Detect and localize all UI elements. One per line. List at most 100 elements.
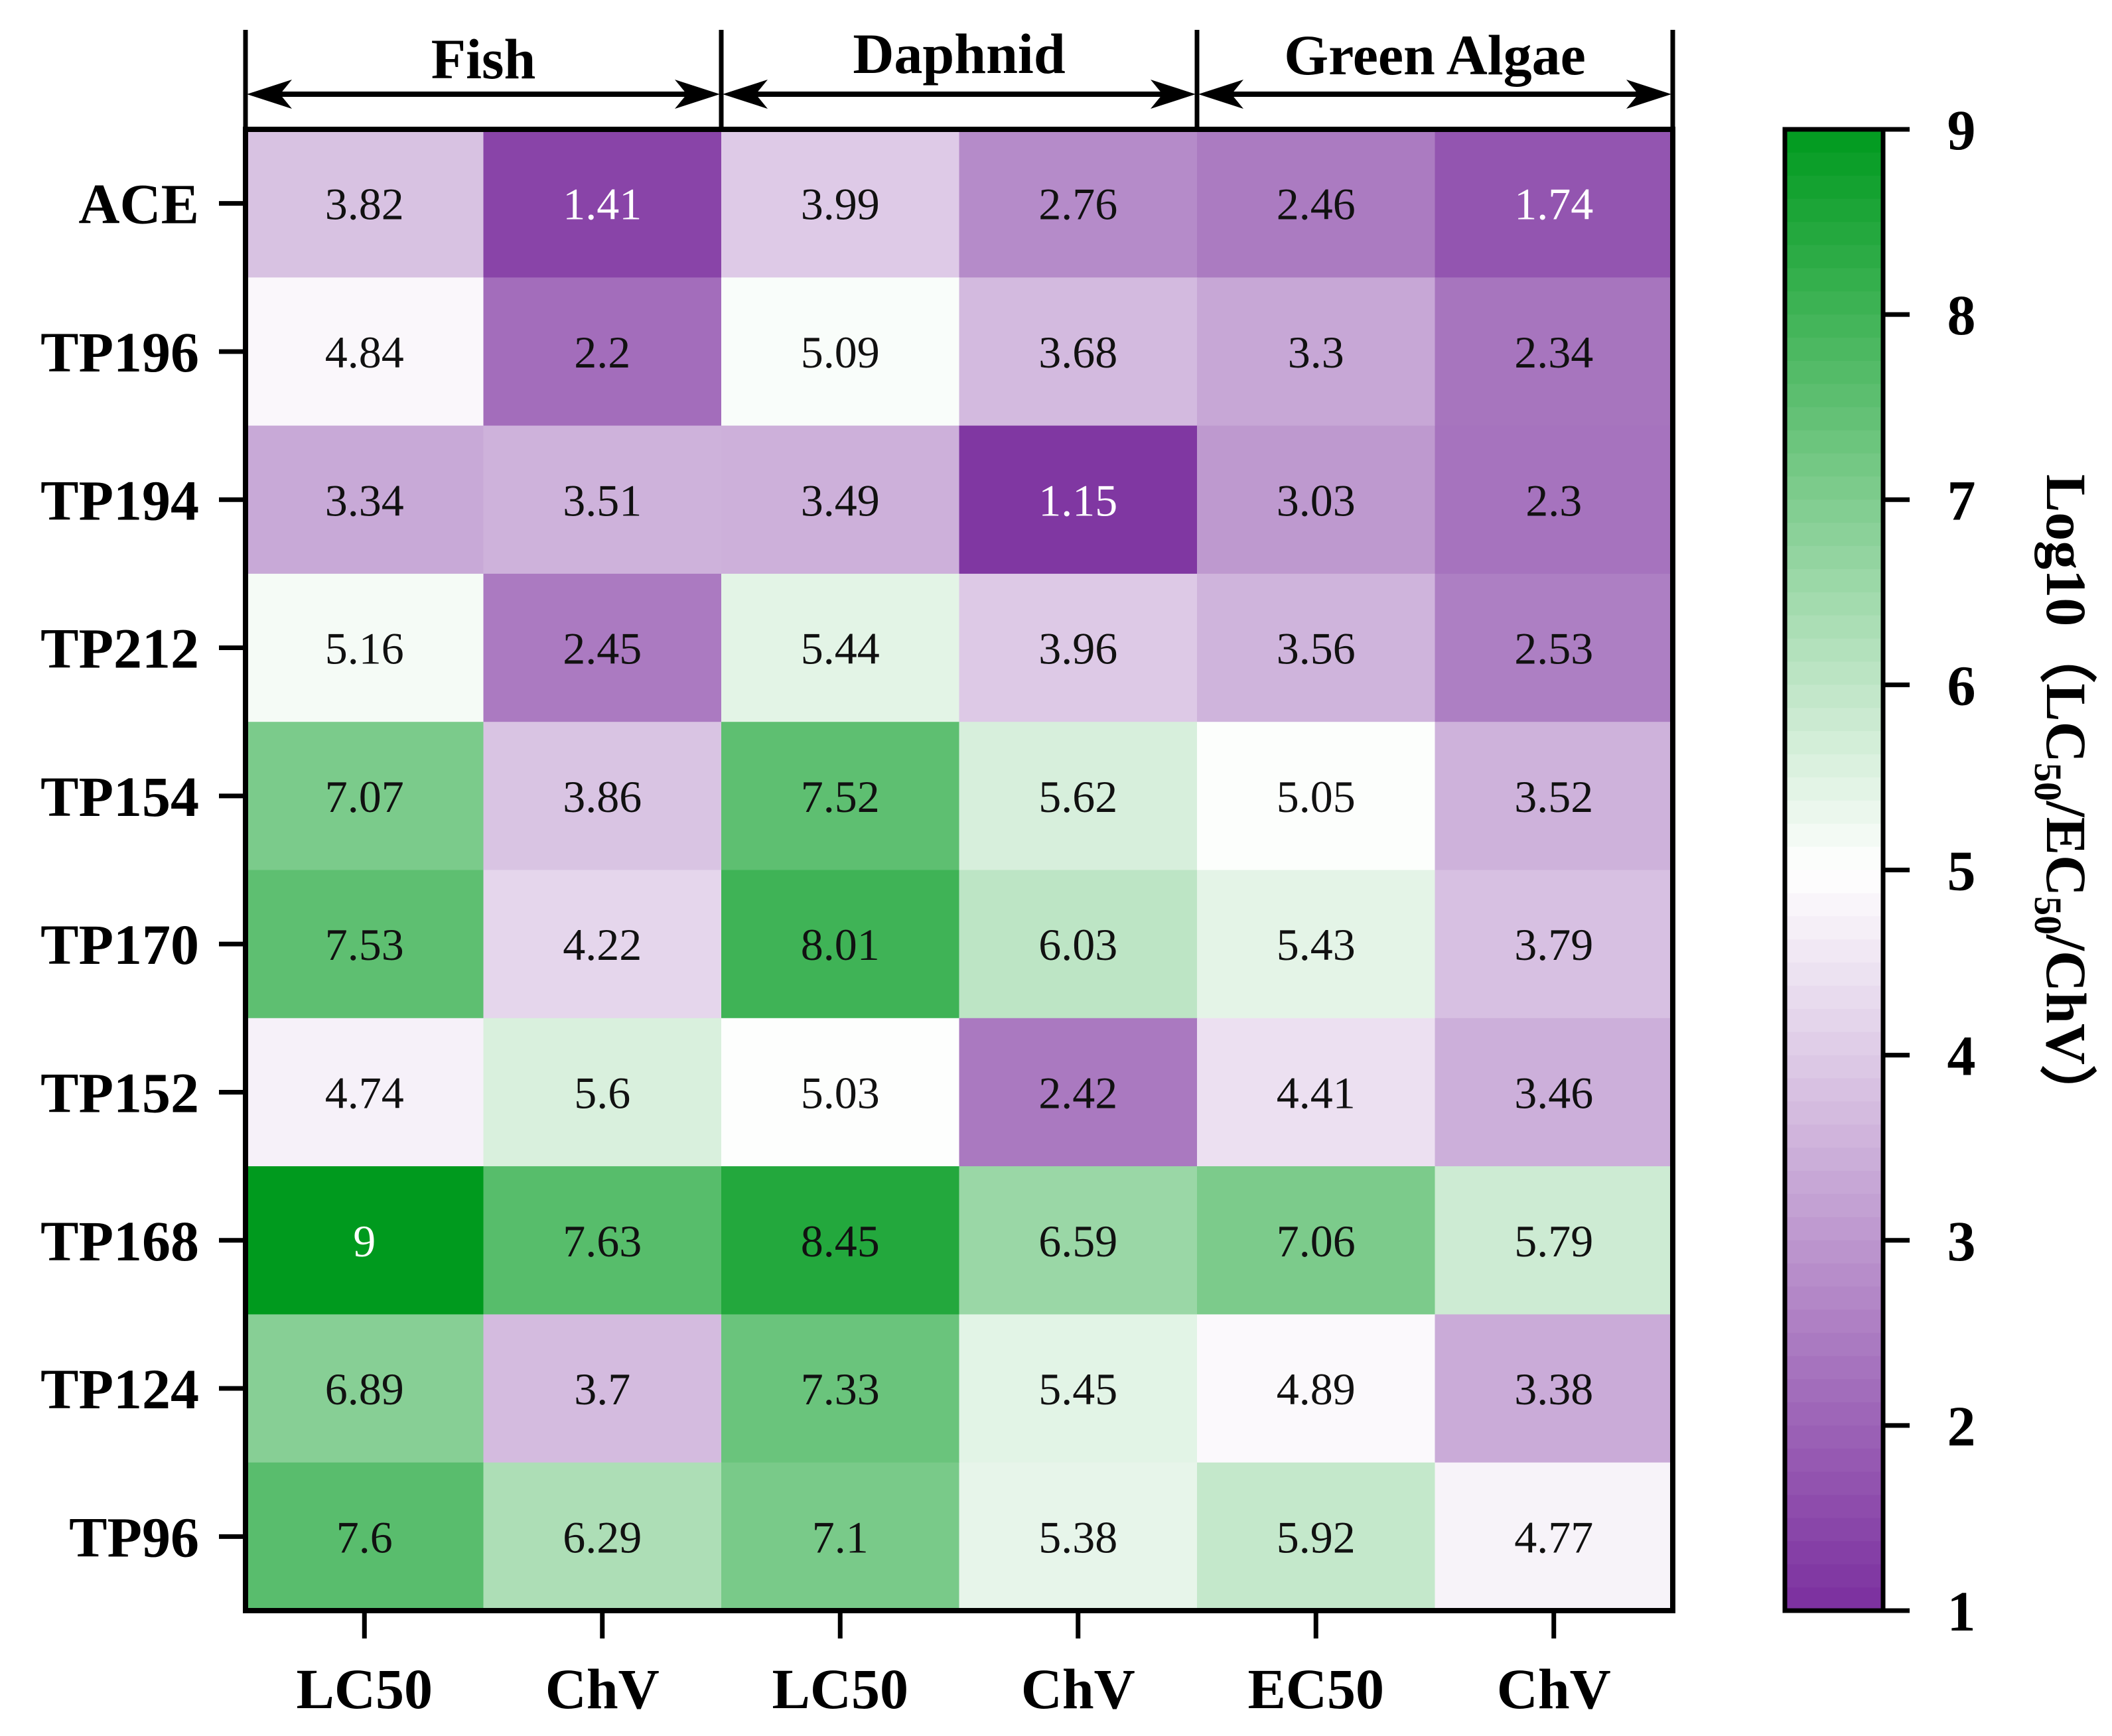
column-axis: LC50 ChV LC50 ChV EC50 ChV	[297, 1611, 1611, 1721]
cell-value-label: 7.63	[563, 1216, 642, 1266]
colorbar-swatch	[1785, 985, 1883, 1010]
heatmap-cell-tp170-6	[1435, 870, 1673, 1019]
cell-value-label: 2.76	[1038, 179, 1117, 230]
heatmap-cell-ace-2	[483, 129, 722, 278]
heatmap-cell-tp194-4	[959, 425, 1198, 574]
colorbar-swatch	[1785, 568, 1883, 593]
colorbar-swatch	[1785, 916, 1883, 940]
group-arrow-head-left	[1198, 80, 1243, 109]
cell-value-label: 5.16	[325, 624, 404, 674]
group-arrow-head-right	[1626, 80, 1671, 109]
heatmap-cell-tp152-3	[721, 1018, 960, 1167]
heatmap-cell-tp124-1	[246, 1314, 484, 1463]
group-arrow-head-right	[1151, 80, 1196, 109]
heatmap-cell-tp96-4	[959, 1462, 1198, 1611]
heatmap-cell-tp154-4	[959, 722, 1198, 871]
colorbar-swatch	[1785, 198, 1883, 223]
heatmap-cell-tp124-4	[959, 1314, 1198, 1463]
cell-value-label: 5.6	[574, 1067, 630, 1118]
cell-value-label: 3.34	[325, 475, 404, 525]
heatmap-cell-ace-3	[721, 129, 960, 278]
colorbar-swatch	[1785, 1309, 1883, 1334]
cell-value-label: 8.01	[801, 919, 880, 970]
heatmap-cell-tp196-2	[483, 277, 722, 427]
colorbar-tick-label: 7	[1947, 468, 1976, 532]
cell-value-label: 3.56	[1277, 624, 1356, 674]
colorbar-tick-label: 9	[1947, 98, 1976, 162]
group-label: Daphnid	[853, 22, 1065, 86]
cell-value-label: 3.46	[1514, 1067, 1593, 1118]
cell-value-label: 6.29	[563, 1512, 642, 1562]
colorbar-swatch	[1785, 870, 1883, 894]
heatmap-frame	[243, 127, 1675, 1613]
colorbar-swatch	[1785, 1008, 1883, 1033]
cell-value-label: 3.52	[1514, 771, 1593, 822]
cell-value-label: 7.53	[325, 919, 404, 970]
colorbar-tick-label: 3	[1947, 1209, 1976, 1273]
colorbar-swatch	[1785, 1101, 1883, 1126]
cell-value-label: 2.45	[563, 624, 642, 674]
cell-value-label: 3.03	[1277, 475, 1356, 525]
colorbar-swatch	[1785, 383, 1883, 408]
colorbar-swatch	[1785, 731, 1883, 755]
colorbar-swatch	[1785, 800, 1883, 825]
colorbar-swatch	[1785, 1425, 1883, 1449]
heatmap-cell-tp152-2	[483, 1018, 722, 1167]
colorbar-swatch	[1785, 1356, 1883, 1380]
colorbar-swatch	[1785, 1055, 1883, 1079]
colorbar-swatch	[1785, 1124, 1883, 1148]
cell-value-label: 2.3	[1525, 475, 1582, 525]
colorbar-swatch	[1785, 1448, 1883, 1473]
colorbar-swatch	[1785, 939, 1883, 963]
cell-value-label: 6.59	[1038, 1216, 1117, 1266]
colorbar-swatch	[1785, 500, 1883, 523]
heatmap-cell-tp212-3	[721, 573, 960, 722]
colorbar-tick-label: 5	[1947, 839, 1976, 903]
heatmap-cell-tp154-6	[1435, 722, 1673, 871]
colorbar-tick-label: 4	[1947, 1024, 1976, 1088]
colorbar-tick-label: 8	[1947, 283, 1976, 347]
heatmap-cell-tp168-1	[246, 1166, 484, 1315]
colorbar-swatch	[1785, 823, 1883, 848]
colorbar-tick-label: 2	[1947, 1394, 1976, 1458]
cell-value-label: 2.46	[1277, 179, 1356, 230]
cell-value-label: 3.3	[1288, 327, 1344, 377]
group-arrow-head-left	[247, 80, 292, 109]
colorbar-swatch	[1785, 615, 1883, 639]
cell-value-label: 5.03	[801, 1067, 880, 1118]
heatmap-cell-tp196-5	[1197, 277, 1436, 427]
cell-value-label: 7.07	[325, 771, 404, 822]
cell-value-label: 9	[353, 1216, 376, 1266]
heatmap-cell-tp96-5	[1197, 1462, 1436, 1611]
row-label: TP154	[40, 765, 199, 829]
colorbar-swatch	[1785, 152, 1883, 176]
heatmap-cell-tp96-6	[1435, 1462, 1673, 1611]
cell-value-label: 3.99	[801, 179, 880, 230]
heatmap-cell-tp194-1	[246, 425, 484, 574]
group-arrow-head-right	[675, 80, 720, 109]
row-label: TP96	[69, 1505, 199, 1569]
colorbar-title-prefix: Log10（	[2034, 474, 2098, 683]
colorbar-title-text: Log10（LC50/EC50/ChV）	[2026, 474, 2098, 1122]
cell-value-label: 7.1	[812, 1512, 869, 1562]
heatmap-cell-tp152-5	[1197, 1018, 1436, 1167]
colorbar-title-part: ）	[2034, 1065, 2098, 1122]
cell-value-label: 3.38	[1514, 1364, 1593, 1414]
heatmap-cell-tp124-5	[1197, 1314, 1436, 1463]
cell-value-label: 4.74	[325, 1067, 404, 1118]
colorbar-swatch	[1785, 777, 1883, 801]
column-label: LC50	[772, 1657, 908, 1721]
colorbar-swatch	[1785, 430, 1883, 454]
heatmap-cell-tp196-1	[246, 277, 484, 427]
cell-value-label: 4.77	[1514, 1512, 1593, 1562]
heatmap-cell-tp168-3	[721, 1166, 960, 1315]
cell-value-label: 6.03	[1038, 919, 1117, 970]
column-label: EC50	[1248, 1657, 1384, 1721]
row-label: TP212	[40, 617, 199, 681]
cell-value-label: 1.74	[1514, 179, 1593, 230]
row-axis: ACE TP196 TP194 TP212 TP154 TP170 TP152 TP168 TP…	[40, 172, 246, 1569]
heatmap-cell-tp212-2	[483, 573, 722, 722]
heatmap-cell-tp96-1	[246, 1462, 484, 1611]
heatmap-cell-tp196-6	[1435, 277, 1673, 427]
